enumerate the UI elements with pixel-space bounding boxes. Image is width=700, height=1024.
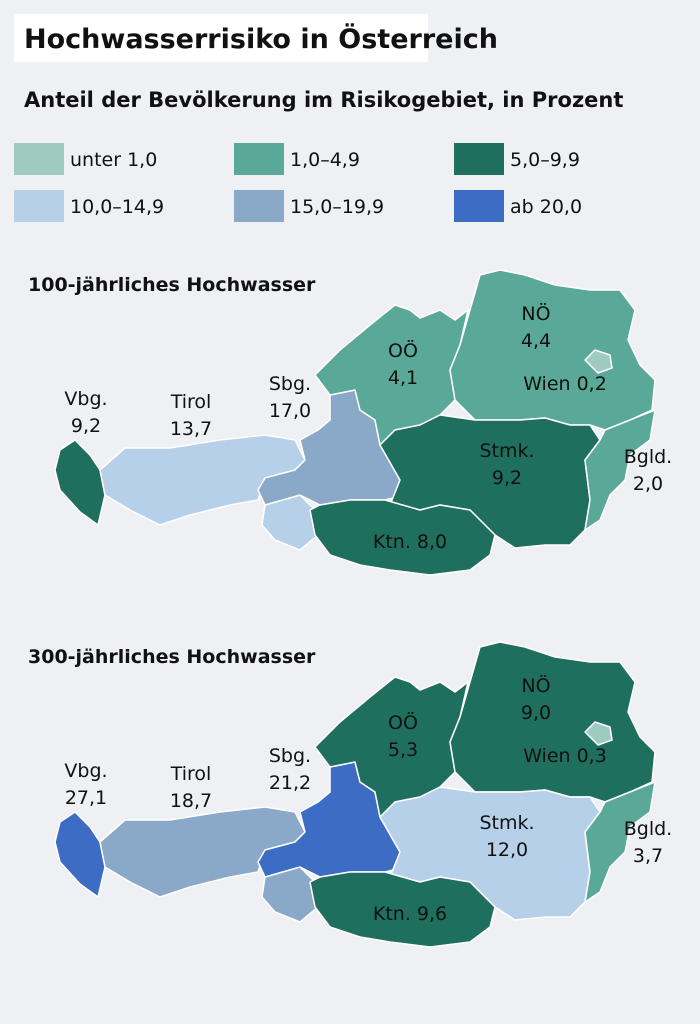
legend-swatch — [234, 143, 284, 175]
title-box — [14, 14, 428, 62]
region-label: OÖ 5,3 — [388, 711, 418, 761]
legend-label: unter 1,0 — [70, 149, 157, 171]
region — [54, 439, 106, 526]
region-label: Vbg. 9,2 — [64, 388, 107, 437]
region — [261, 494, 319, 551]
region-value: 4,4 — [521, 330, 551, 352]
region-value: 2,0 — [633, 473, 663, 495]
region — [261, 866, 319, 923]
legend-label: ab 20,0 — [510, 196, 582, 218]
region — [584, 409, 656, 531]
region-name: OÖ — [388, 711, 418, 734]
region-label: OÖ 4,1 — [388, 339, 418, 389]
region — [54, 811, 106, 898]
region-name: NÖ — [521, 302, 550, 325]
legend-swatch — [454, 143, 504, 175]
legend-label: 10,0–14,9 — [70, 196, 164, 218]
region-name: OÖ — [388, 339, 418, 362]
map-title: 300-jährliches Hochwasser — [28, 646, 316, 668]
region-value: 8,0 — [417, 531, 447, 553]
map: Vbg. 27,1 Tirol 18,7 Sbg. 21,2 OÖ 5,3 NÖ 9,0 Wien 0… — [54, 641, 672, 948]
region-name: Wien — [523, 745, 570, 767]
region-label: Wien 0,3 — [523, 745, 607, 767]
region-label: Ktn. 9,6 — [373, 903, 447, 925]
region-value: 18,7 — [170, 790, 212, 812]
region-label: Stmk. 12,0 — [479, 812, 534, 861]
region-label: Ktn. 8,0 — [373, 531, 447, 553]
legend-label: 5,0–9,9 — [510, 149, 580, 171]
region-value: 3,7 — [633, 845, 663, 867]
region-label: Stmk. 9,2 — [479, 440, 534, 489]
region-value: 21,2 — [269, 772, 311, 794]
region-label: Sbg. 21,2 — [269, 745, 311, 794]
region-value: 12,0 — [486, 839, 528, 861]
legend-swatch — [234, 190, 284, 222]
region-value: 9,0 — [521, 702, 551, 724]
region-value: 17,0 — [269, 400, 311, 422]
region-value: 0,3 — [577, 745, 607, 767]
region-value: 13,7 — [170, 418, 212, 440]
region-name: Ktn. — [373, 903, 411, 925]
region-label: NÖ 4,4 — [521, 302, 551, 352]
region-value: 0,2 — [577, 373, 607, 395]
region — [584, 721, 613, 746]
region-label: Tirol 13,7 — [170, 391, 212, 440]
map: Vbg. 9,2 Tirol 13,7 Sbg. 17,0 OÖ 4,1 NÖ 4,4 Wien 0,… — [54, 269, 672, 576]
region — [309, 871, 496, 948]
region-name: Stmk. — [479, 440, 534, 462]
region-value: 9,2 — [71, 415, 101, 437]
region-name: Tirol — [170, 763, 212, 785]
region-name: NÖ — [521, 674, 550, 697]
region-name: Sbg. — [269, 745, 311, 767]
region — [449, 641, 656, 803]
region — [309, 499, 496, 576]
region-label: Sbg. 17,0 — [269, 373, 311, 422]
region-label: NÖ 9,0 — [521, 674, 551, 724]
legend-swatch — [454, 190, 504, 222]
region-name: Tirol — [170, 391, 212, 413]
region-label: Vbg. 27,1 — [64, 760, 107, 809]
legend-label: 1,0–4,9 — [290, 149, 360, 171]
region-name: Vbg. — [64, 760, 107, 782]
subtitle: Anteil der Bevölkerung im Risikogebiet, … — [24, 88, 623, 112]
region-name: Stmk. — [479, 812, 534, 834]
region-name: Bgld. — [624, 446, 672, 468]
region — [584, 349, 613, 374]
region — [449, 269, 656, 431]
title: Hochwasserrisiko in Österreich — [24, 22, 498, 55]
region-name: Bgld. — [624, 818, 672, 840]
region-value: 5,3 — [388, 739, 418, 761]
region — [584, 781, 656, 903]
region-value: 9,6 — [417, 903, 447, 925]
legend-label: 15,0–19,9 — [290, 196, 384, 218]
region-name: Sbg. — [269, 373, 311, 395]
region-label: Bgld. 3,7 — [624, 818, 672, 867]
region-value: 27,1 — [65, 787, 107, 809]
region-value: 9,2 — [492, 467, 522, 489]
region-label: Bgld. 2,0 — [624, 446, 672, 495]
region-name: Vbg. — [64, 388, 107, 410]
legend-swatch — [14, 190, 64, 222]
legend-swatch — [14, 143, 64, 175]
region-label: Wien 0,2 — [523, 373, 607, 395]
map-title: 100-jährliches Hochwasser — [28, 274, 316, 296]
region-name: Ktn. — [373, 531, 411, 553]
region-value: 4,1 — [388, 367, 418, 389]
region-name: Wien — [523, 373, 570, 395]
region-label: Tirol 18,7 — [170, 763, 212, 812]
